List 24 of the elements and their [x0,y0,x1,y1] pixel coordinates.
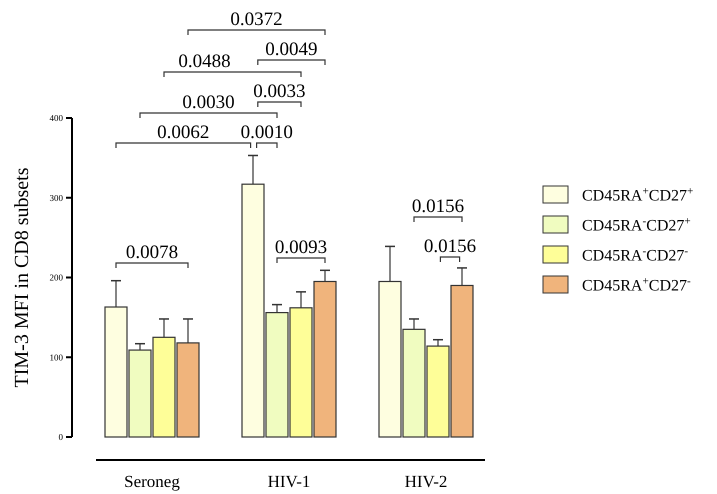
legend-label: CD45RA$^{+}$CD27$^{-}$ [582,276,691,295]
annotation: 0.0062 [157,122,210,143]
y-tick-label: 300 [50,192,64,203]
text: 0.0488 [178,51,231,72]
annotation: 0.0156 [412,196,464,217]
x-tick-label: HIV-2 [404,472,448,491]
text: 0.0033 [253,81,306,102]
text: 0.0049 [265,39,318,60]
y-tick-label: 0 [58,432,64,442]
legend-label: CD45RA$^{-}$CD27$^{+}$ [582,216,691,235]
legend-label: CD45RA$^{-}$CD27$^{-}$ [582,246,688,265]
text: 0.0372 [230,9,283,30]
legend-label: CD45RA$^{+}$CD27$^{+}$ [582,186,694,205]
text: 0.0030 [182,92,235,113]
x-tick-label: HIV-1 [268,472,310,491]
y-tick-label: 100 [50,352,64,362]
annotation: 0.0010 [240,122,293,143]
y-axis-title: TIM-3 MFI in CD8 subsets [11,167,33,388]
y-tick-label: 200 [50,272,64,283]
annotation: 0.0078 [126,242,178,263]
y-tick-label: 400 [50,113,64,124]
x-tick-label: Seroneg [124,472,180,491]
annotation: 0.0093 [274,237,328,258]
annotation: 0.0156 [424,236,476,257]
